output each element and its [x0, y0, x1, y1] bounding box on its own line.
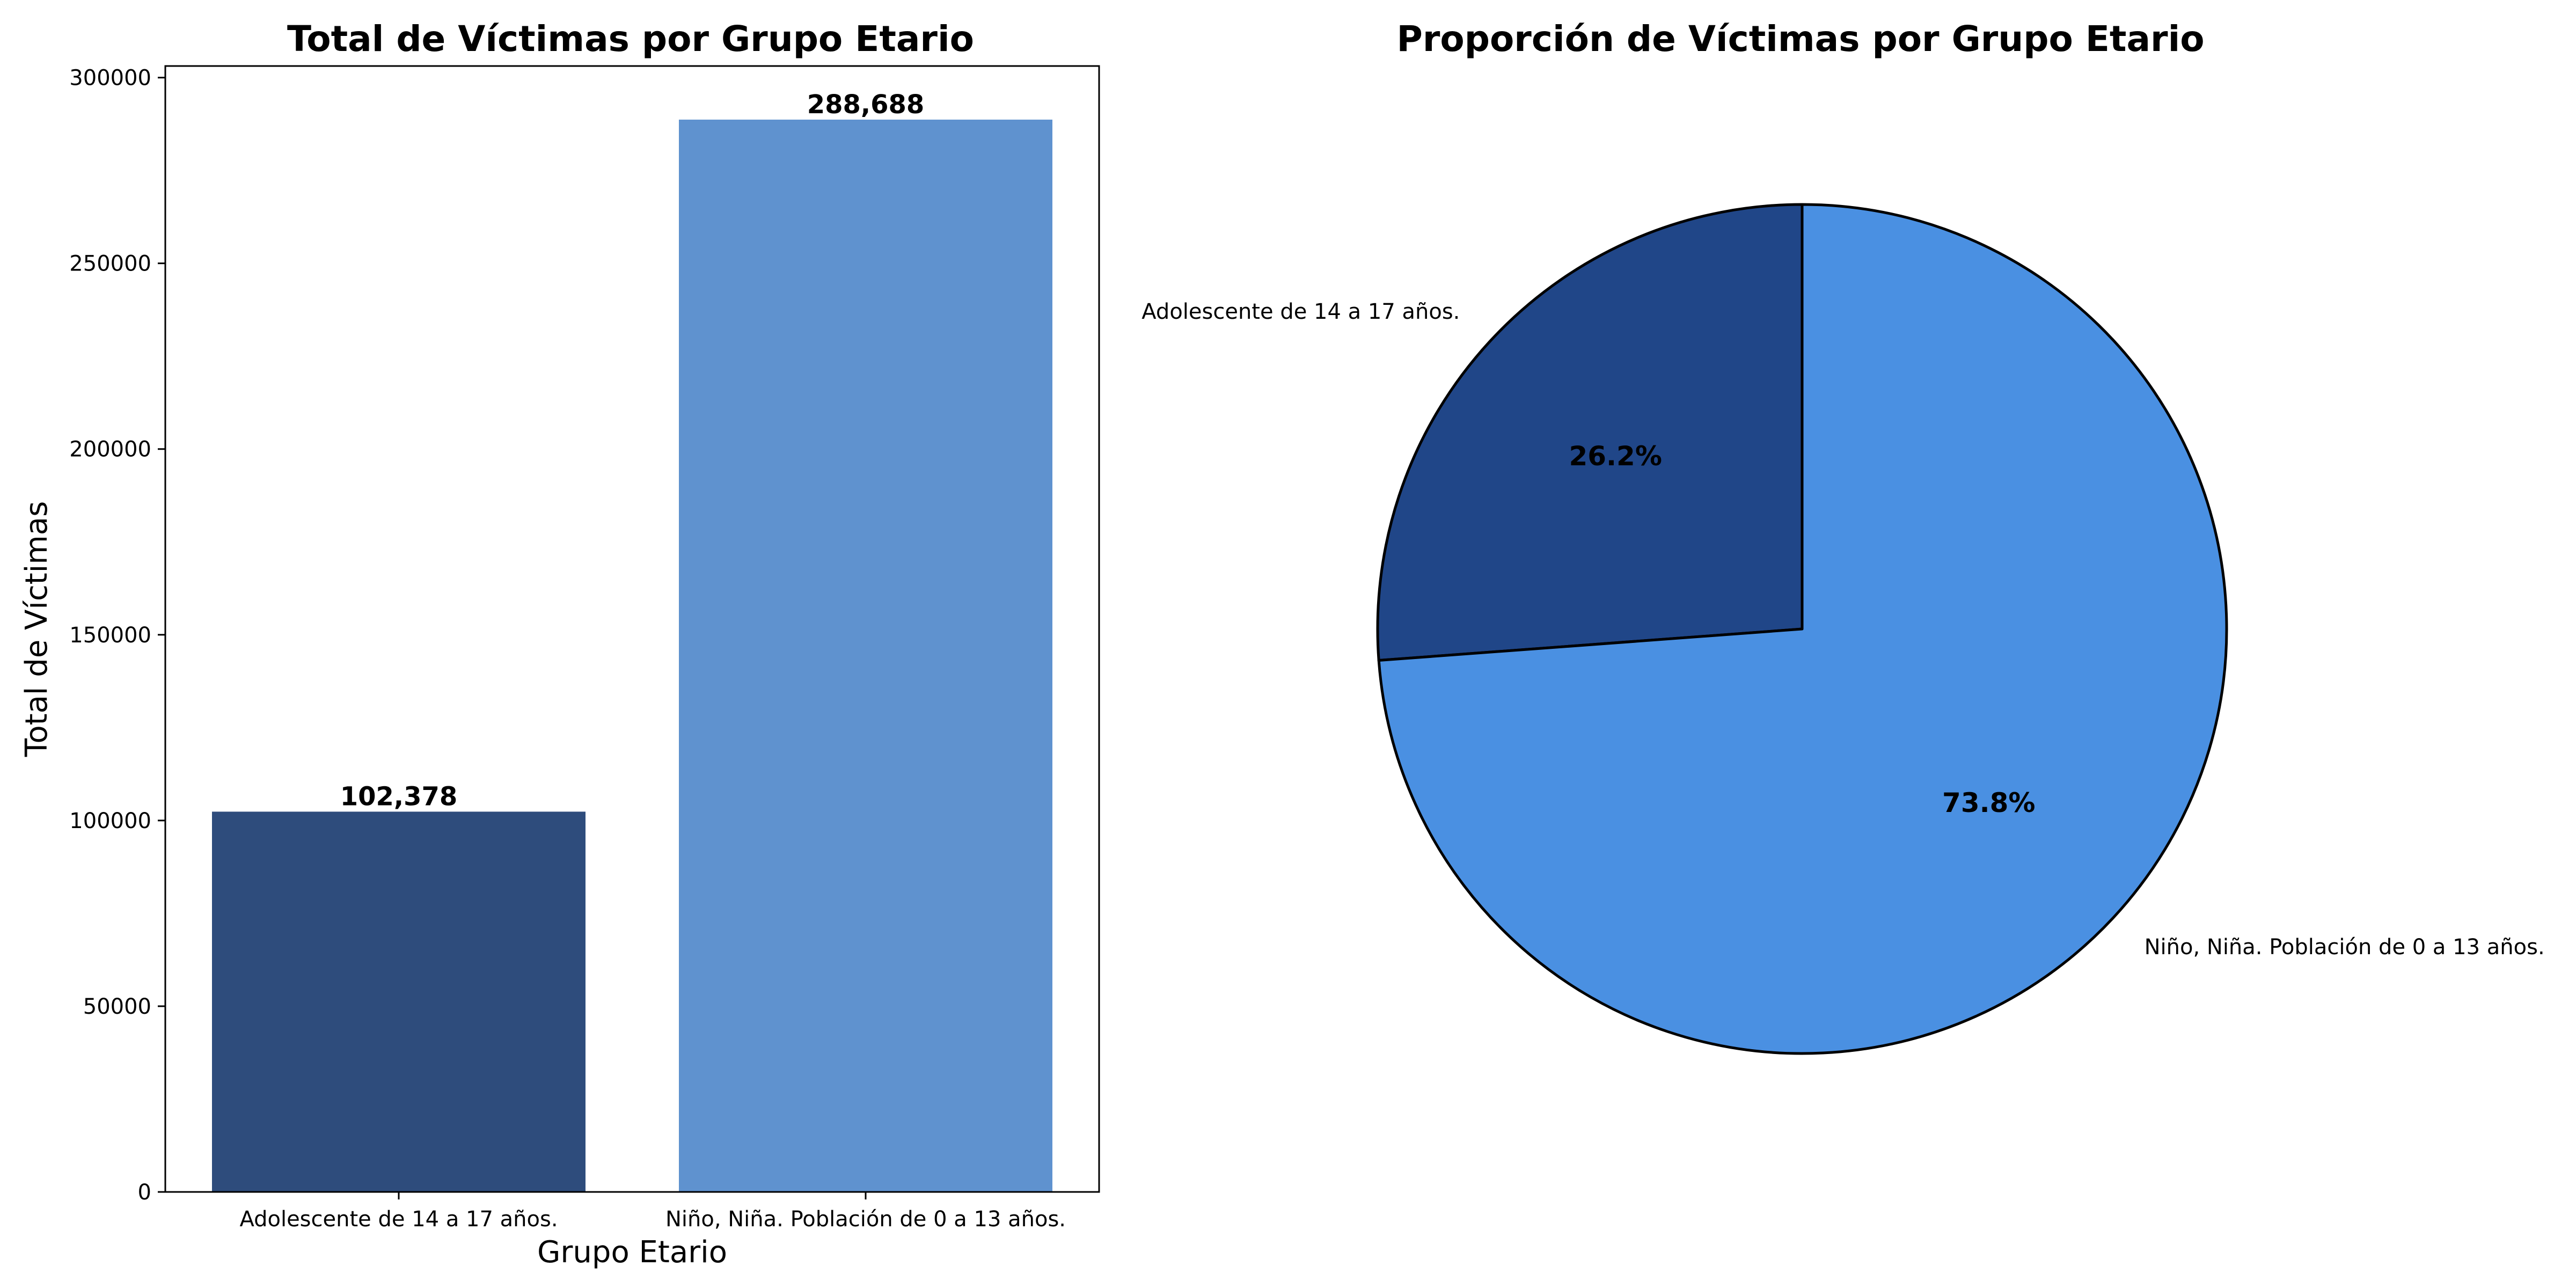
y-tick-label-4: 200000 [69, 437, 151, 462]
pie-slices [1376, 203, 2228, 1055]
x-axis: Adolescente de 14 a 17 años. Niño, Niña. … [239, 1192, 1066, 1232]
bar-plot-frame [164, 65, 1100, 1193]
bar-value-labels: 102,378 288,688 [340, 90, 925, 812]
x-axis-label: Grupo Etario [537, 1235, 727, 1270]
pie-percent-label-1: 73.8% [1942, 787, 2035, 818]
pie-category-label-1: Niño, Niña. Población de 0 a 13 años. [2145, 935, 2545, 960]
y-tick-label-3: 150000 [69, 623, 151, 648]
y-tick-label-0: 0 [138, 1180, 151, 1205]
bar-0 [212, 811, 586, 1192]
y-tick-label-2: 100000 [69, 809, 151, 833]
bar-plot-bars [212, 119, 1052, 1192]
pie-slice-1 [1377, 203, 2228, 1055]
bar-value-label-0: 102,378 [340, 781, 458, 811]
bar-chart: Total de Víctimas por Grupo Etario 102,3… [19, 18, 1100, 1270]
bar-1 [679, 119, 1052, 1192]
y-tick-label-1: 50000 [83, 994, 151, 1019]
pie-labels: 26.2% Adolescente de 14 a 17 años. 73.8% Ni… [1141, 299, 2544, 960]
y-tick-label-5: 250000 [69, 252, 151, 276]
y-axis-label: Total de Víctimas [19, 501, 54, 758]
pie-category-label-0: Adolescente de 14 a 17 años. [1141, 299, 1460, 324]
bar-value-label-1: 288,688 [807, 90, 925, 120]
bar-chart-title: Total de Víctimas por Grupo Etario [287, 18, 974, 60]
pie-percent-label-0: 26.2% [1569, 441, 1662, 472]
x-tick-label-0: Adolescente de 14 a 17 años. [239, 1207, 558, 1232]
pie-chart: Proporción de Víctimas por Grupo Etario … [1141, 18, 2545, 1055]
y-tick-label-6: 300000 [69, 66, 151, 91]
pie-slice-0 [1376, 203, 1804, 662]
x-tick-label-1: Niño, Niña. Población de 0 a 13 años. [665, 1207, 1066, 1232]
pie-chart-title: Proporción de Víctimas por Grupo Etario [1396, 18, 2204, 60]
y-axis: 0 50000 100000 150000 200000 250000 300000 [69, 66, 165, 1205]
